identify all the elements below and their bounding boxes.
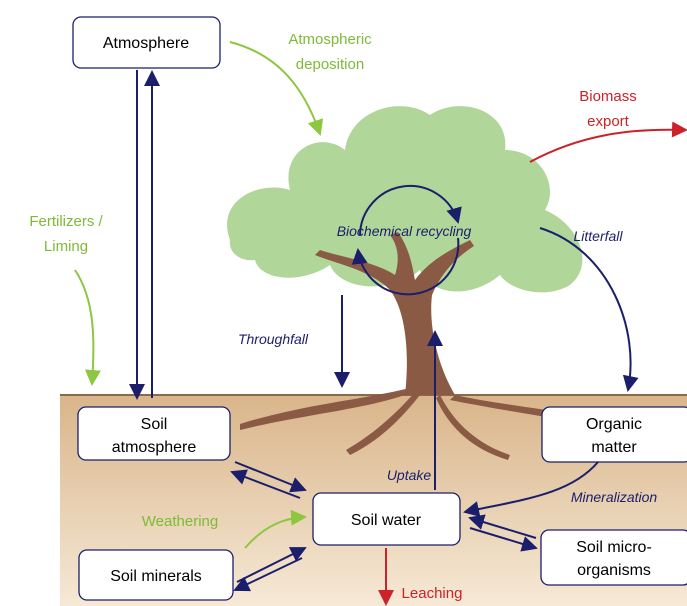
label: Atmospheric deposition <box>288 31 372 73</box>
label-line: Soil minerals <box>110 568 202 585</box>
label-line: atmosphere <box>112 439 197 456</box>
label-line: Liming <box>44 238 88 255</box>
label: Leaching <box>402 585 463 602</box>
label: Soil micro-organisms <box>576 539 652 579</box>
label-line: Soil water <box>351 512 422 529</box>
label-line: deposition <box>296 56 364 73</box>
label-line: matter <box>591 439 637 456</box>
box-soil-microorganisms <box>540 529 687 586</box>
box-organic-matter <box>541 406 687 463</box>
label-line: Soil micro- <box>576 539 652 556</box>
label-line: Fertilizers / <box>29 213 103 230</box>
label: Soil minerals <box>110 568 202 585</box>
label: Mineralization <box>571 489 658 505</box>
label-line: Weathering <box>142 513 218 530</box>
label: Uptake <box>387 467 432 483</box>
tree-canopy <box>227 106 583 293</box>
label-line: organisms <box>577 562 651 579</box>
label: Atmosphere <box>103 35 189 52</box>
label-line: Soil <box>141 416 168 433</box>
label-line: Uptake <box>387 467 432 483</box>
label-line: Mineralization <box>571 489 658 505</box>
label: Soil atmosphere <box>112 416 197 456</box>
label: Organic matter <box>586 416 642 456</box>
label: Soil water <box>351 512 422 529</box>
box-soil-water <box>312 492 461 546</box>
label: Weathering <box>142 513 218 530</box>
label-line: Atmospheric <box>288 31 372 48</box>
label-line: Biochemical recycling <box>337 223 472 239</box>
box-atmosphere <box>72 16 221 69</box>
label: Biomass export <box>579 88 637 130</box>
box-soil-atmosphere <box>77 406 231 461</box>
label: Biochemical recycling <box>337 223 472 239</box>
label-line: Leaching <box>402 585 463 602</box>
label: Throughfall <box>238 331 309 347</box>
arrows <box>74 41 687 606</box>
box-soil-minerals <box>78 549 234 601</box>
label-line: Biomass <box>579 88 637 105</box>
label-line: Organic <box>586 416 642 433</box>
label-line: export <box>587 113 630 130</box>
label: Litterfall <box>573 228 623 244</box>
label-line: Atmosphere <box>103 35 189 52</box>
label: Fertilizers / Liming <box>29 213 103 255</box>
label-line: Throughfall <box>238 331 309 347</box>
label-line: Litterfall <box>573 228 623 244</box>
